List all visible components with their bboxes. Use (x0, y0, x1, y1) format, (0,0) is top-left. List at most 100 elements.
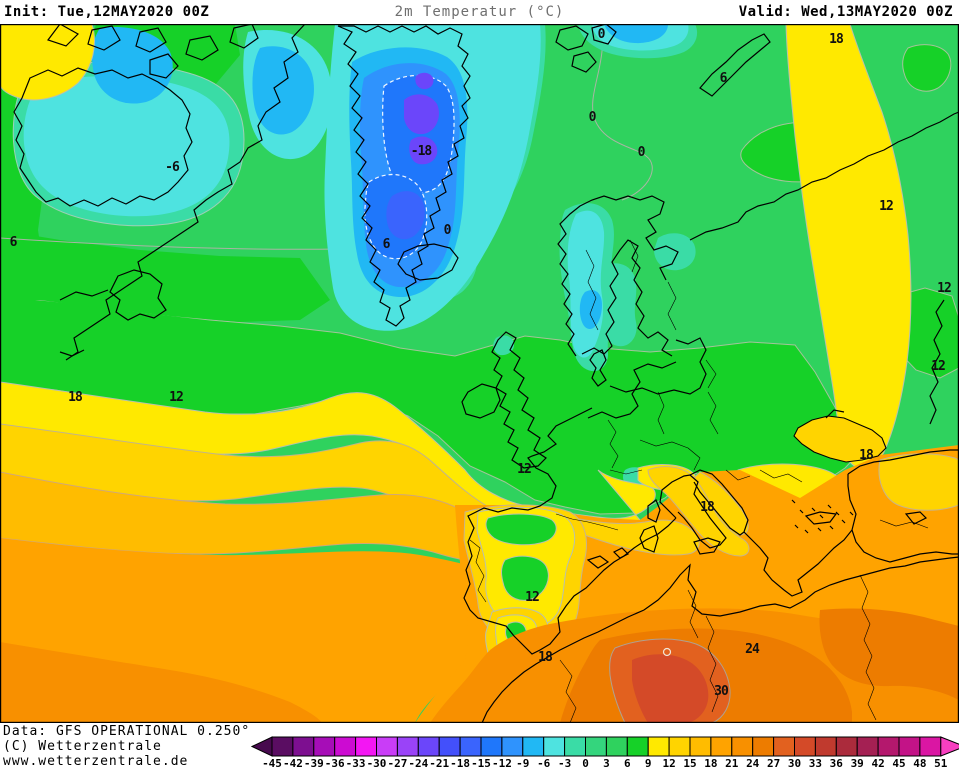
colorbar-tick-label: 0 (582, 757, 589, 770)
colorbar-segment (647, 736, 670, 757)
colorbar-tick-label: -24 (408, 757, 428, 770)
contour-label: 0 (588, 109, 597, 125)
contour-label: 12 (169, 389, 184, 405)
colorbar-segment (522, 736, 545, 757)
colorbar-tick-label: -33 (346, 757, 366, 770)
contour-label: -6 (165, 159, 180, 175)
colorbar-tick-label: 45 (892, 757, 905, 770)
colorbar-tick-label: 33 (809, 757, 822, 770)
map-title: 2m Temperatur (°C) (394, 4, 565, 20)
colorbar-tick-label: -12 (492, 757, 512, 770)
contour-label: 12 (525, 589, 540, 605)
colorbar-segment (417, 736, 440, 757)
colorbar-segment (355, 736, 378, 757)
contour-label: 18 (538, 649, 553, 665)
colorbar-tick-label: 12 (662, 757, 675, 770)
colorbar-tick-label: 39 (851, 757, 864, 770)
colorbar-tick-label: 24 (746, 757, 760, 770)
colorbar-tick-label: -27 (387, 757, 407, 770)
colorbar-tick-label: 21 (725, 757, 739, 770)
contour-label: 6 (9, 234, 18, 250)
valid-time-label: Valid: Wed,13MAY2020 00Z (738, 4, 953, 20)
colorbar-tick-label: -21 (429, 757, 449, 770)
coastlines (13, 24, 959, 723)
colorbar-segment (856, 736, 879, 757)
contour-label: 12 (517, 461, 532, 477)
contour-label: 12 (937, 280, 952, 296)
init-time-label: Init: Tue,12MAY2020 00Z (4, 4, 210, 20)
colorbar-segment (585, 736, 607, 757)
copyright-label: (C) Wetterzentrale (3, 739, 162, 754)
contour-label: 24 (745, 641, 760, 657)
colorbar-tick-label: -42 (283, 757, 303, 770)
temperature-map: -18 -6 0 6 6 0 0 0 6 18 12 12 12 18 12 12 18 18 12 18 24 30 (0, 24, 959, 723)
contour-label: 0 (637, 144, 646, 160)
colorbar-svg: -45 -42 -39 -36 -33 -30 -27 -24 -21 -18 -15 -12 -9 -6… (250, 736, 959, 770)
country-borders (469, 239, 929, 723)
colorbar-tick-label: 42 (871, 757, 884, 770)
colorbar-segment (480, 736, 503, 757)
colorbar-segment (438, 736, 461, 757)
colorbar-tick-label: -18 (450, 757, 470, 770)
website-label: www.wetterzentrale.de (3, 754, 189, 769)
colorbar-segment (877, 736, 900, 757)
colorbar-tick-label: 48 (913, 757, 926, 770)
colorbar-segment (396, 736, 419, 757)
colorbar-segment (710, 736, 733, 757)
contour-label: 18 (68, 389, 83, 405)
colorbar-tick-label: 30 (788, 757, 801, 770)
colorbar-segment (919, 736, 942, 757)
contour-label: 0 (597, 26, 606, 42)
colorbar-left-arrow (250, 736, 273, 757)
colorbar-segment (626, 736, 649, 757)
colorbar-segment (794, 736, 816, 757)
colorbar-tick-label: 9 (645, 757, 652, 770)
colorbar-tick-label: 36 (830, 757, 844, 770)
colorbar-tick-label: -15 (471, 757, 491, 770)
colorbar-segment (731, 736, 754, 757)
colorbar-right-arrow (940, 736, 959, 757)
colorbar-tick-label: 51 (934, 757, 948, 770)
contour-label: 30 (714, 683, 729, 699)
contour-label: -18 (410, 143, 433, 159)
data-source-label: Data: GFS OPERATIONAL 0.250° (3, 724, 251, 739)
colorbar-segment (835, 736, 858, 757)
colorbar-tick-label: 15 (683, 757, 696, 770)
colorbar-segment (689, 736, 712, 757)
colorbar-tick-label: 18 (704, 757, 717, 770)
colorbar-segment (898, 736, 921, 757)
colorbar-segment (543, 736, 566, 757)
contour-label: 0 (443, 222, 452, 238)
colorbar-tick-label: -45 (262, 757, 282, 770)
colorbar-segment (752, 736, 775, 757)
contour-label: 6 (719, 70, 728, 86)
colorbar-segment (501, 736, 524, 757)
colorbar-tick-label: 27 (767, 757, 780, 770)
temperature-map-svg (0, 24, 959, 723)
colorbar-segment (668, 736, 691, 757)
colorbar-segment (459, 736, 482, 757)
contour-label: 18 (859, 447, 874, 463)
colorbar-segment (292, 736, 315, 757)
contour-label: 12 (879, 198, 894, 214)
colorbar-segment (313, 736, 336, 757)
contour-label: 18 (829, 31, 844, 47)
contour-label: 12 (931, 358, 946, 374)
colorbar-segment (773, 736, 795, 757)
temperature-colorbar: -45 -42 -39 -36 -33 -30 -27 -24 -21 -18 -15 -12 -9 -6… (0, 723, 959, 770)
colorbar-tick-label: 6 (624, 757, 631, 770)
colorbar-tick-label: -36 (325, 757, 345, 770)
africa-heat (430, 608, 959, 723)
colorbar-segment (605, 736, 628, 757)
footer: Data: GFS OPERATIONAL 0.250° (C) Wetterz… (3, 723, 959, 770)
colorbar-tick-label: 3 (603, 757, 610, 770)
colorbar-tick-label: -30 (367, 757, 387, 770)
colorbar-tick-label: -3 (558, 757, 571, 770)
colorbar-tick-label: -6 (537, 757, 551, 770)
contour-label: 18 (700, 499, 715, 515)
colorbar-segment (814, 736, 837, 757)
colorbar-segment (376, 736, 398, 757)
contour-label: 6 (382, 236, 391, 252)
colorbar-segment (271, 736, 294, 757)
colorbar-tick-label: -39 (304, 757, 324, 770)
